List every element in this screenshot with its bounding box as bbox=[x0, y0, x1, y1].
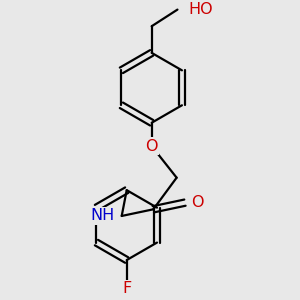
Text: O: O bbox=[192, 195, 204, 210]
Text: HO: HO bbox=[188, 2, 213, 17]
Text: NH: NH bbox=[91, 208, 115, 224]
Text: O: O bbox=[146, 139, 158, 154]
Text: F: F bbox=[122, 281, 131, 296]
